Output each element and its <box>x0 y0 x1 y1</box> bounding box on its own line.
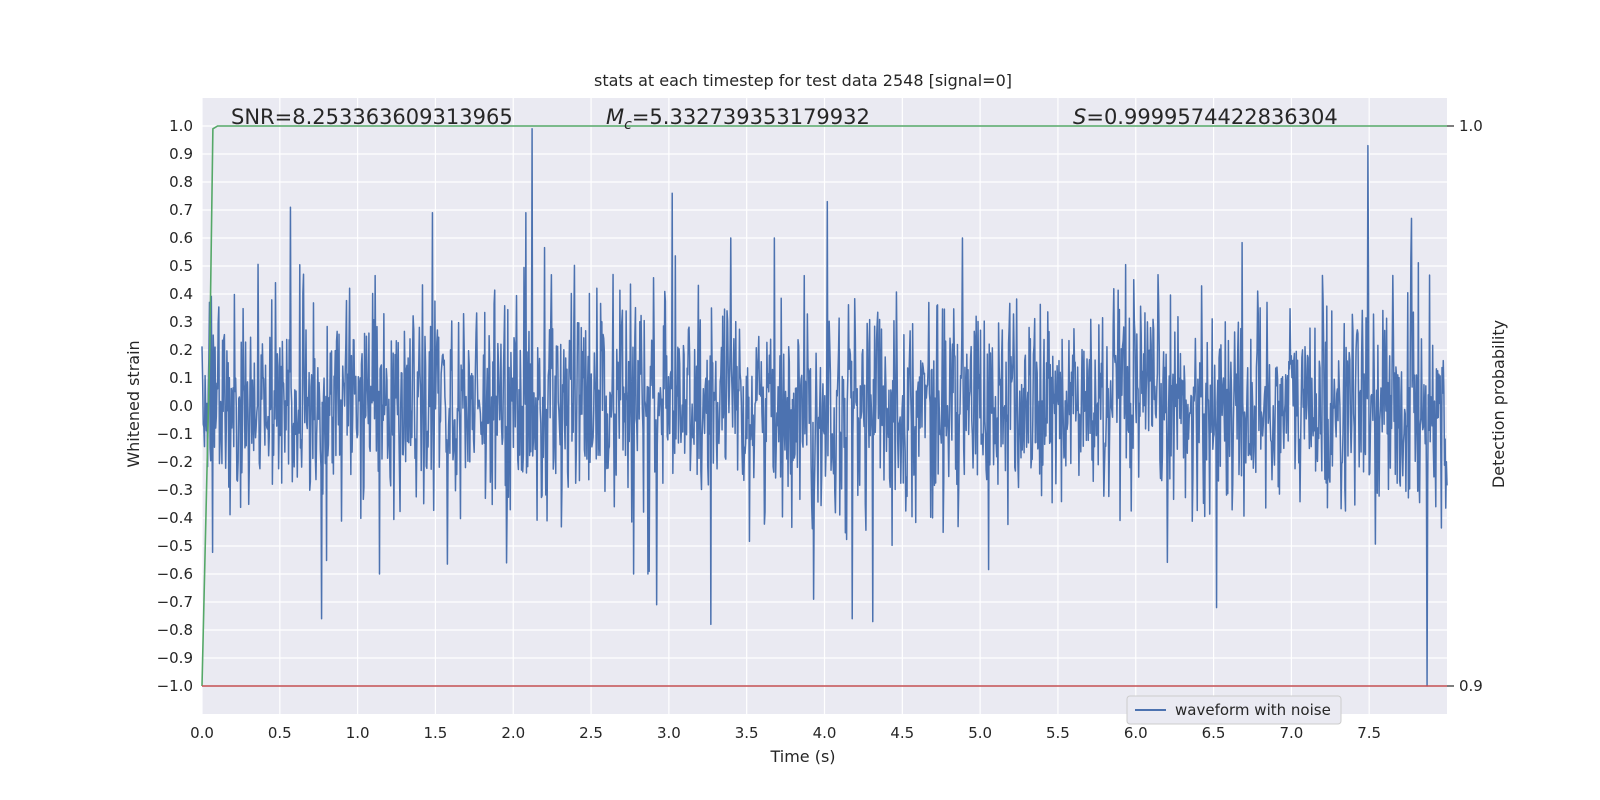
score-annotation: S=0.9999574422836304 <box>1073 105 1338 129</box>
x-tick-label: 0.0 <box>190 724 214 742</box>
y2-axis-label: Detection probability <box>1489 320 1508 488</box>
y-tick-label: −0.1 <box>157 425 193 443</box>
y2-axis-ticks: 1.0 0.9 <box>1447 117 1483 695</box>
y-axis-label: Whitened strain <box>124 340 143 467</box>
plot-area <box>201 98 1448 714</box>
y-tick-label: −1.0 <box>157 677 193 695</box>
y-tick-label: 0.1 <box>169 369 193 387</box>
y2-tick-label: 0.9 <box>1459 677 1483 695</box>
y-tick-label: 0.4 <box>169 285 193 303</box>
legend-box <box>1126 695 1342 725</box>
y-tick-label: −0.4 <box>157 509 193 527</box>
legend-label-waveform: waveform with noise <box>1175 701 1331 719</box>
x-tick-label: 4.0 <box>813 724 837 742</box>
x-tick-label: 6.0 <box>1124 724 1148 742</box>
y-axis-ticks: 1.0 0.9 0.8 0.7 0.6 0.5 0.4 0.3 0.2 0.1 0.0 −0.1 −0.… <box>157 117 193 695</box>
x-tick-label: 1.0 <box>346 724 370 742</box>
x-tick-label: 7.0 <box>1279 724 1303 742</box>
legend: waveform with noise <box>1126 695 1342 725</box>
series-waveform-with-noise <box>201 128 1448 687</box>
y-tick-label: 0.2 <box>169 341 193 359</box>
y-tick-label: −0.5 <box>157 537 193 555</box>
y-tick-label: 1.0 <box>169 117 193 135</box>
x-tick-label: 2.5 <box>579 724 603 742</box>
chart-title: stats at each timestep for test data 254… <box>594 71 1012 90</box>
series-detection-probability <box>201 125 1447 687</box>
y-tick-label: 0.7 <box>169 201 193 219</box>
x-tick-label: 1.5 <box>424 724 448 742</box>
x-tick-label: 0.5 <box>268 724 292 742</box>
chirp-mass-annotation: Mc=5.332739353179932 <box>606 105 870 133</box>
x-tick-label: 5.5 <box>1046 724 1070 742</box>
series-layer <box>201 125 1448 687</box>
y-tick-label: 0.9 <box>169 145 193 163</box>
x-tick-label: 6.5 <box>1202 724 1226 742</box>
x-tick-label: 2.0 <box>501 724 525 742</box>
score-symbol: S <box>1073 105 1086 129</box>
x-axis-label: Time (s) <box>769 747 835 766</box>
y2-tick-label: 1.0 <box>1459 117 1483 135</box>
y-tick-label: 0.3 <box>169 313 193 331</box>
chirp-mass-symbol: M <box>606 105 624 129</box>
y-tick-label: −0.9 <box>157 649 193 667</box>
x-axis-ticks: 0.0 0.5 1.0 1.5 2.0 2.5 3.0 3.5 4.0 4.5 5.0 5.5 6.0 6… <box>190 724 1381 742</box>
y-tick-label: −0.7 <box>157 593 193 611</box>
score-value: =0.9999574422836304 <box>1086 105 1337 129</box>
y-tick-label: −0.2 <box>157 453 193 471</box>
y-tick-label: −0.3 <box>157 481 193 499</box>
y-tick-label: −0.6 <box>157 565 193 583</box>
x-tick-label: 4.5 <box>890 724 914 742</box>
x-tick-label: 3.5 <box>735 724 759 742</box>
y-tick-label: 0.0 <box>169 397 193 415</box>
chirp-mass-value: =5.332739353179932 <box>632 105 870 129</box>
y-tick-label: −0.8 <box>157 621 193 639</box>
x-tick-label: 3.0 <box>657 724 681 742</box>
chirp-mass-subscript: c <box>624 117 632 133</box>
y-tick-label: 0.8 <box>169 173 193 191</box>
x-tick-label: 7.5 <box>1357 724 1381 742</box>
y-tick-label: 0.5 <box>169 257 193 275</box>
snr-annotation: SNR=8.253363609313965 <box>231 105 513 129</box>
y-tick-label: 0.6 <box>169 229 193 247</box>
x-tick-label: 5.0 <box>968 724 992 742</box>
